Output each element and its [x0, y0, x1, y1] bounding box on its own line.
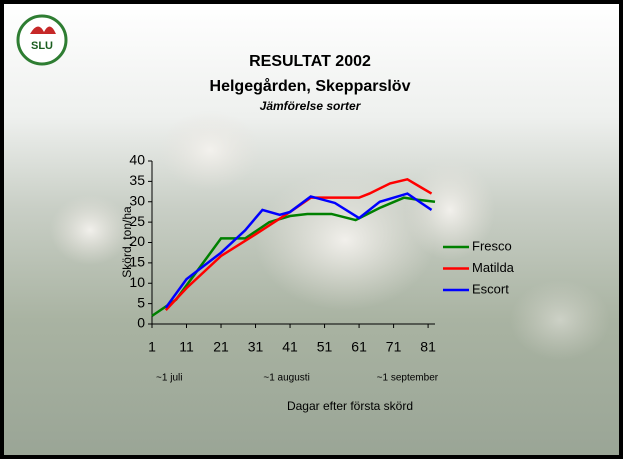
- y-tick-label: 5: [137, 294, 145, 310]
- x-tick-label: 61: [351, 339, 367, 355]
- logo-text: SLU: [31, 40, 53, 52]
- flower: [160, 110, 260, 190]
- annotation: ~1 juli: [156, 373, 182, 384]
- y-tick-label: 30: [129, 192, 145, 208]
- y-tick-label: 20: [129, 233, 145, 249]
- flower: [50, 195, 130, 265]
- y-tick-label: 35: [129, 172, 145, 188]
- x-tick-label: 51: [317, 339, 333, 355]
- chart-title: RESULTAT 2002: [249, 53, 371, 70]
- slide: SLU RESULTAT 2002 Helgegården, Skepparsl…: [0, 0, 623, 459]
- legend-label: Matilda: [472, 260, 515, 275]
- logo: SLU: [18, 16, 66, 64]
- annotation: ~1 september: [377, 373, 439, 384]
- y-tick-label: 15: [129, 254, 145, 270]
- flower: [255, 170, 435, 310]
- x-tick-label: 31: [248, 339, 264, 355]
- x-tick-label: 21: [213, 339, 229, 355]
- chart-subtitle: Helgegården, Skepparslöv: [210, 77, 411, 95]
- x-tick-label: 71: [386, 339, 402, 355]
- x-tick-label: 41: [282, 339, 298, 355]
- x-tick-label: 1: [148, 339, 156, 355]
- y-tick-label: 25: [129, 213, 145, 229]
- y-tick-label: 10: [129, 274, 145, 290]
- flower: [510, 280, 610, 360]
- x-tick-label: 11: [179, 339, 194, 355]
- legend-label: Escort: [472, 281, 509, 296]
- chart-subtitle: Jämförelse sorter: [260, 99, 362, 113]
- legend-label: Fresco: [472, 238, 512, 253]
- y-tick-label: 40: [129, 152, 145, 168]
- x-axis-label: Dagar efter första skörd: [287, 399, 413, 413]
- annotation: ~1 augusti: [263, 373, 309, 384]
- y-tick-label: 0: [137, 315, 145, 331]
- x-tick-label: 81: [420, 339, 436, 355]
